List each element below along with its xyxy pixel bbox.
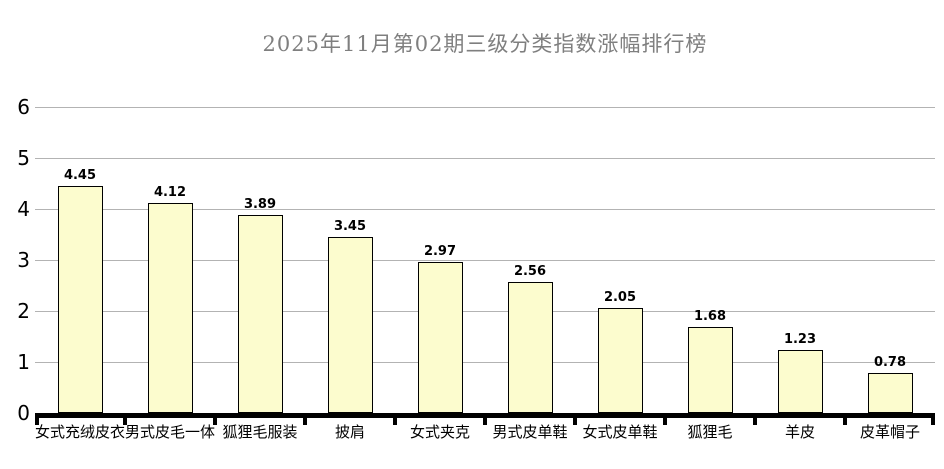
bar-value-label: 1.23 [783,332,817,347]
x-axis-category-label: 女式皮单鞋 [582,423,658,441]
bar [58,186,103,413]
x-axis-category-label: 披肩 [334,423,365,441]
bar-value-label: 2.05 [603,290,637,305]
bar-value-label: 3.89 [243,197,277,212]
x-axis-tick [931,413,935,425]
y-axis-tick-label: 5 [17,146,30,170]
x-axis-tick [663,413,667,425]
y-axis-tick-label: 1 [17,350,30,374]
x-axis-tick [123,413,127,425]
bar-value-label: 0.78 [873,355,907,370]
x-axis-category-label: 男式皮单鞋 [492,423,568,441]
bar [148,203,193,413]
gridline [35,209,935,210]
bar-value-label: 4.45 [63,168,97,183]
x-axis-tick [393,413,397,425]
x-axis-category-label: 羊皮 [784,423,815,441]
bar-value-label: 1.68 [693,309,727,324]
x-axis-category-label: 女式充绒皮衣 [35,423,126,441]
bar [868,373,913,413]
x-axis-tick [843,413,847,425]
x-axis-category-label: 女式夹克 [409,423,470,441]
bar [598,308,643,413]
bar-value-label: 2.97 [423,244,457,259]
bar-value-label: 3.45 [333,219,367,234]
x-axis-tick [35,413,39,425]
bar [778,350,823,413]
chart-title: 2025年11月第02期三级分类指数涨幅排行榜 [262,32,708,56]
x-axis-tick [213,413,217,425]
bar [238,215,283,413]
bar [328,237,373,413]
bar-value-label: 4.12 [153,185,187,200]
x-axis-category-label: 皮革帽子 [859,423,920,441]
gridline [35,260,935,261]
y-axis-tick-label: 4 [17,197,30,221]
bar-value-label: 2.56 [513,264,547,279]
y-axis-tick-label: 6 [17,95,30,119]
plot-area: 4.45 4.12 3.89 3.45 2.97 2.56 2.05 1.68 1.23 0.78 [35,107,935,425]
x-axis-category-label: 狐狸毛服装 [222,423,298,441]
gridline [35,107,935,108]
y-axis-tick-label: 2 [17,299,30,323]
x-axis-tick [303,413,307,425]
gridline [35,158,935,159]
x-axis-category-label: 狐狸毛 [687,423,733,441]
bar [688,327,733,413]
y-axis-tick-label: 3 [17,248,30,272]
x-axis-tick [753,413,757,425]
gridline [35,311,935,312]
x-axis-category-label: 男式皮毛一体 [125,423,216,441]
x-axis-tick [483,413,487,425]
bar [418,262,463,413]
gridline [35,362,935,363]
x-axis-tick [573,413,577,425]
y-axis-tick-label: 0 [17,401,30,425]
bar [508,282,553,413]
